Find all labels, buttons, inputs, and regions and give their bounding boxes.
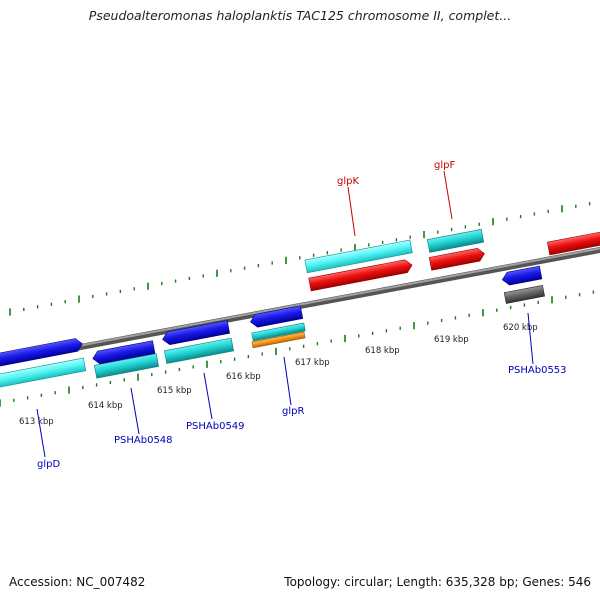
scale-label: 613 kbp bbox=[19, 417, 54, 427]
gene-features bbox=[0, 229, 600, 389]
gene-blue-left[interactable] bbox=[0, 337, 84, 368]
gene-label-glpD[interactable]: glpD bbox=[37, 459, 60, 470]
scale-label: 620 kbp bbox=[503, 323, 538, 333]
gene-label-glpR[interactable]: glpR bbox=[282, 406, 304, 417]
scale-label: 614 kbp bbox=[88, 401, 123, 411]
gene-gray[interactable] bbox=[503, 285, 545, 304]
gene-red-2[interactable] bbox=[428, 247, 485, 271]
scale-label: 616 kbp bbox=[226, 372, 261, 382]
scale-label: 617 kbp bbox=[295, 358, 330, 368]
gene-red-1[interactable] bbox=[308, 259, 414, 292]
label-leaders bbox=[36, 170, 534, 458]
backbone-line-highlight bbox=[0, 247, 600, 362]
tick-track-upper bbox=[9, 202, 591, 316]
gene-label-PSHAb0549[interactable]: PSHAb0549 bbox=[186, 421, 245, 432]
accession-text: Accession: NC_007482 bbox=[9, 575, 146, 589]
scale-label: 619 kbp bbox=[434, 335, 469, 345]
gene-PSHAb0549[interactable] bbox=[164, 337, 234, 364]
leader-glpR bbox=[283, 356, 292, 406]
gene-glpD[interactable] bbox=[0, 357, 87, 389]
gene-labels: glpK glpF glpD PSHAb0548 PSHAb0549 glpR … bbox=[37, 160, 567, 470]
gene-blue-4[interactable] bbox=[249, 305, 304, 329]
gene-glpK[interactable] bbox=[304, 239, 413, 274]
gene-label-PSHAb0548[interactable]: PSHAb0548 bbox=[114, 435, 173, 446]
gene-blue-2[interactable] bbox=[92, 340, 156, 365]
gene-label-PSHAb0553[interactable]: PSHAb0553 bbox=[508, 365, 567, 376]
map-title: Pseudoalteromonas haloplanktis TAC125 ch… bbox=[88, 8, 512, 23]
gene-red-right[interactable] bbox=[547, 230, 600, 256]
leader-glpD bbox=[36, 408, 46, 458]
gene-label-glpK[interactable]: glpK bbox=[337, 176, 359, 187]
leader-PSHAb0553 bbox=[527, 312, 534, 365]
gene-glpR-cyan[interactable] bbox=[251, 322, 306, 342]
gene-PSHAb0553[interactable] bbox=[501, 265, 543, 286]
topology-text: Topology: circular; Length: 635,328 bp; … bbox=[284, 575, 591, 589]
leader-glpF bbox=[443, 170, 453, 220]
gene-glpF[interactable] bbox=[426, 229, 485, 253]
gene-label-glpF[interactable]: glpF bbox=[434, 160, 455, 171]
scale-labels: 613 kbp 614 kbp 615 kbp 616 kbp 617 kbp … bbox=[19, 323, 538, 427]
gene-blue-3[interactable] bbox=[161, 320, 230, 345]
gene-PSHAb0548[interactable] bbox=[93, 353, 160, 379]
leader-glpK bbox=[347, 186, 356, 237]
backbone bbox=[0, 246, 600, 366]
gene-glpR[interactable] bbox=[251, 331, 306, 349]
leader-PSHAb0549 bbox=[203, 372, 213, 420]
scale-label: 615 kbp bbox=[157, 386, 192, 396]
leader-PSHAb0548 bbox=[130, 387, 140, 435]
scale-label: 618 kbp bbox=[365, 346, 400, 356]
tick-track-lower bbox=[0, 290, 595, 407]
